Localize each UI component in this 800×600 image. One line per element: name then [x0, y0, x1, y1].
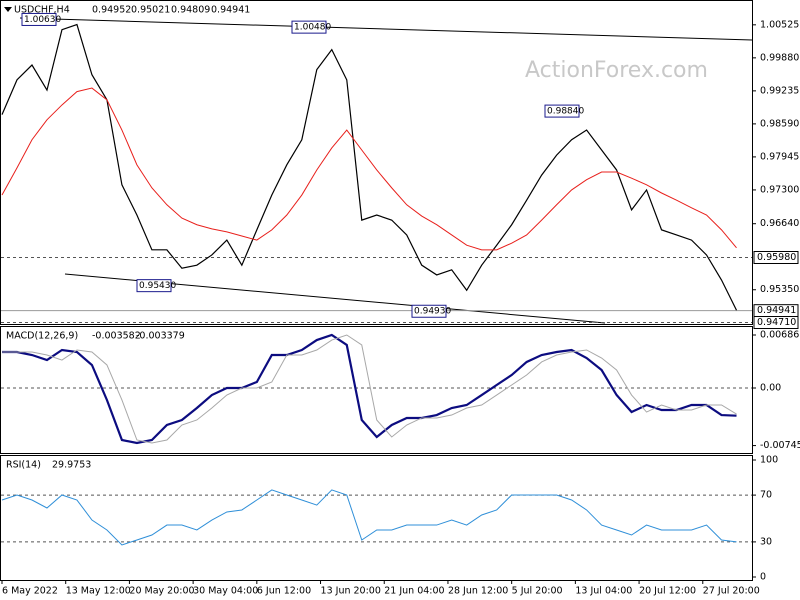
y-tick-label: 1.00525: [760, 19, 799, 30]
y-tick-label: 0.95350: [760, 284, 799, 295]
y-tick-label: 0.98590: [760, 118, 799, 129]
y-tick-label: 30: [760, 536, 772, 547]
rsi-title: RSI(14): [6, 460, 41, 471]
y-tick-label: 0.99235: [760, 85, 799, 96]
y-tick-label: 0.006861: [760, 330, 800, 341]
macd-readout: -0.003582: [92, 331, 141, 342]
price-annotation-box: [411, 304, 447, 318]
level-label-box: [753, 250, 799, 264]
ohlc-high: 0.95021: [131, 5, 170, 16]
price-annotation-box: [136, 279, 172, 293]
y-tick-label: 100: [760, 455, 778, 466]
y-tick-label: 0.96640: [760, 218, 799, 229]
signal-readout: -0.003379: [136, 331, 185, 342]
y-tick-label: 70: [760, 490, 772, 501]
price-line: [2, 334, 737, 444]
price-annotation: 0.94930: [414, 307, 451, 317]
x-tick-label: 13 Jun 20:00: [321, 586, 381, 597]
x-tick-label: 13 Jul 04:00: [575, 586, 632, 597]
price-annotation: 1.00480: [294, 23, 331, 33]
price-line: [1, 87, 737, 251]
x-tick-label: 6 May 2022: [2, 586, 58, 597]
header-icon: [4, 7, 12, 12]
macd-panel-frame: [0, 326, 753, 454]
price-line: [1, 489, 737, 546]
y-tick-label: -0.007454: [760, 440, 800, 451]
x-tick-label: 27 Jul 20:00: [703, 586, 760, 597]
macd-title: MACD(12,26,9): [6, 331, 78, 342]
x-tick-label: 21 Jun 04:00: [384, 586, 444, 597]
x-tick-label: 5 Jul 20:00: [512, 586, 563, 597]
level-label: 0.94710: [757, 317, 796, 328]
rsi-readout: 29.9753: [52, 460, 91, 471]
level-label: 0.94941: [757, 305, 796, 316]
price-annotation-box: [21, 12, 57, 26]
x-tick-label: 13 May 12:00: [66, 586, 131, 597]
price-annotation: 0.98840: [547, 107, 584, 117]
ohlc-close: 0.94941: [211, 5, 250, 16]
ohlc-open: 0.94952: [92, 5, 131, 16]
price-annotation-box: [291, 20, 327, 34]
y-tick-label: 0: [760, 572, 766, 583]
y-tick-label: 0.97300: [760, 184, 799, 195]
ohlc-low: 0.94809: [171, 5, 210, 16]
y-tick-label: 0.97945: [760, 151, 799, 162]
trend-line: [19, 17, 753, 41]
level-label-box: [753, 316, 799, 330]
x-tick-label: 20 Jul 12:00: [639, 586, 696, 597]
x-tick-label: 30 May 04:00: [193, 586, 258, 597]
x-tick-label: 20 May 20:00: [129, 586, 194, 597]
price-annotation-box: [544, 104, 580, 118]
x-tick-label: 6 Jun 12:00: [257, 586, 311, 597]
y-tick-label: 0.00: [760, 383, 781, 394]
price-annotation: 0.95430: [139, 281, 176, 291]
price-line: [1, 23, 738, 311]
rsi-panel-frame: [0, 455, 753, 581]
y-tick-label: 0.99880: [760, 52, 799, 63]
price-annotation: 1.00630: [24, 15, 61, 25]
watermark: ActionForex.com: [525, 58, 708, 83]
level-label: 0.95980: [757, 252, 796, 263]
main-panel-frame: [0, 0, 753, 325]
price-line: [2, 333, 737, 445]
x-tick-label: 28 Jun 12:00: [448, 586, 508, 597]
symbol-title: USDCHF,H4: [14, 5, 70, 16]
